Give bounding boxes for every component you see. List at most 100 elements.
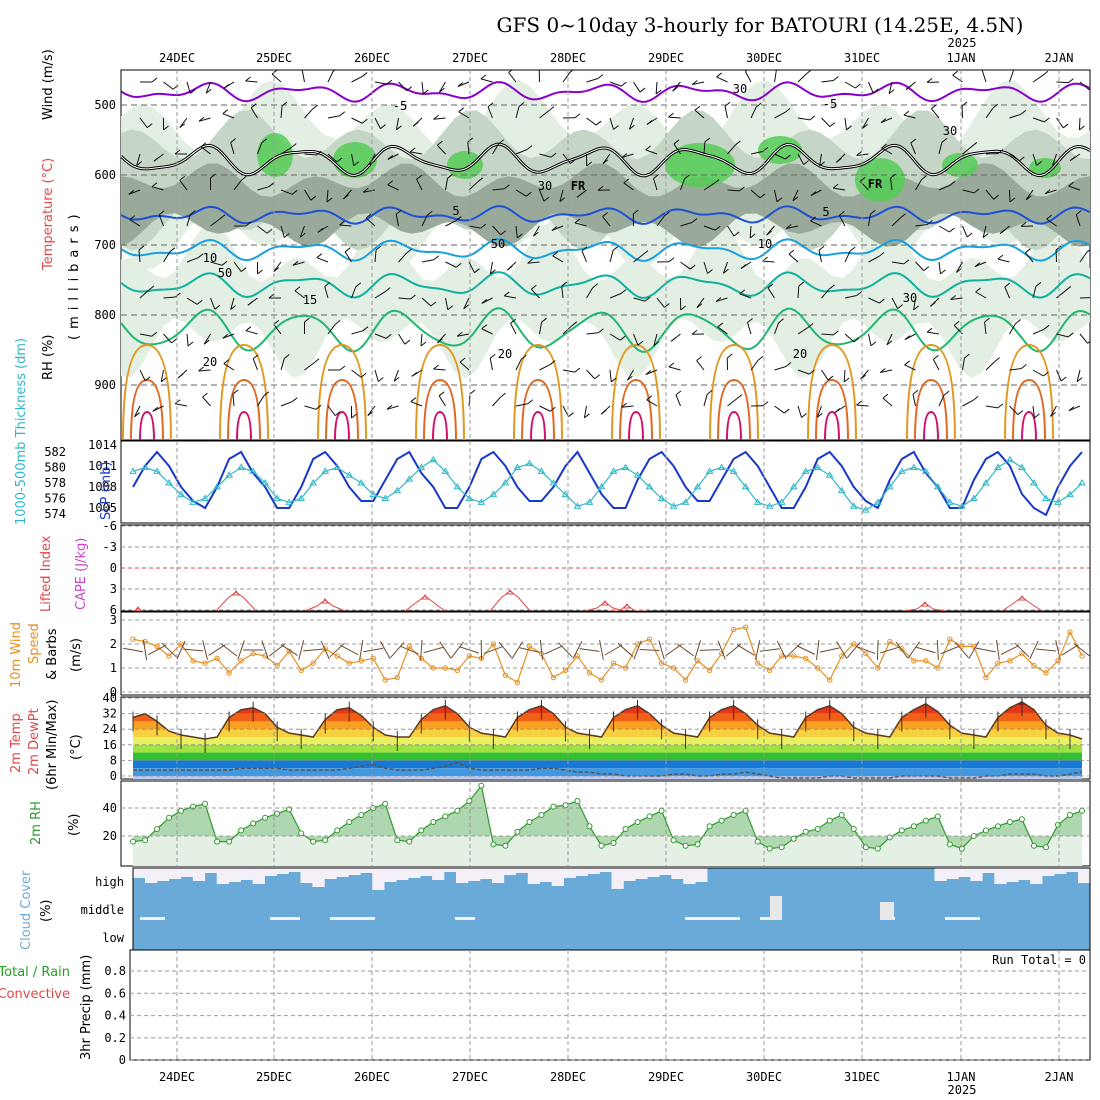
upper-barb-7-2 [304, 153, 317, 156]
upper-barb-flag-7-1 [312, 104, 318, 110]
wind10-barb-66 [916, 646, 936, 654]
upper-barb-9-6 [351, 286, 357, 299]
wind10-barb-45 [665, 643, 683, 657]
upper-barb-34-1 [931, 108, 940, 119]
contour-label-0: -5 [393, 99, 407, 113]
upper-barb-flag-6-3 [291, 189, 298, 195]
wind-tick-1: 1 [110, 661, 117, 675]
upper-barb-38-0 [1032, 74, 1044, 83]
rh2m-unit: (%) [67, 814, 82, 837]
upper-barb-flag-0-0 [151, 77, 158, 83]
upper-barb-flag-0-3 [128, 189, 135, 195]
warm-loop-6-2 [726, 410, 742, 440]
upper-barb-flag-21-4 [632, 209, 639, 215]
upper-barb-38-9 [1032, 405, 1035, 418]
rh2m-marker-38 [586, 823, 593, 830]
upper-barb-flag-18-7 [571, 321, 578, 327]
warm-loop-7-2 [824, 410, 840, 440]
upper-barb-29-5 [818, 250, 822, 263]
contour-label-13: 30 [538, 179, 552, 193]
upper-barb-flag-0-6 [148, 285, 155, 291]
upper-barb-12-3 [416, 179, 423, 191]
upper-barb-flag-40-6 [1092, 294, 1097, 298]
upper-barb-8-6 [324, 286, 329, 299]
upper-barb-flag-26-6 [739, 289, 746, 295]
wind10-barb-20 [363, 647, 384, 653]
wind10-marker-71 [983, 674, 989, 681]
upper-barb-flag-34-2 [941, 137, 948, 143]
upper-barb-20-2 [602, 153, 611, 165]
wind10-marker-63 [887, 638, 893, 645]
rh2m-marker-12 [274, 810, 281, 817]
upper-barb-23-5 [680, 261, 691, 270]
wind10m-label-3: & Barbs [45, 628, 60, 680]
wind10-barb-47 [694, 640, 701, 660]
upper-barb-flag-3-4 [219, 214, 226, 220]
upper-barb-0-5 [138, 250, 141, 263]
temp-tick-40: 40 [103, 691, 117, 705]
thickness-marker-21 [381, 494, 390, 501]
upper-barb-flag-35-8 [964, 353, 970, 359]
upper-barb-flag-18-6 [561, 281, 568, 287]
upper-barb-28-6 [797, 285, 800, 299]
upper-barb-flag-20-4 [602, 212, 608, 217]
warm-loop-1-0 [219, 343, 269, 440]
precip-tick-1: 0.6 [104, 986, 126, 1000]
cloud-high-gap-36 [563, 868, 576, 878]
wind10-barb-46 [677, 643, 694, 657]
upper-barb-13-1 [433, 117, 446, 120]
upper-barb-flag-7-2 [316, 150, 322, 156]
thickness-marker-60 [849, 502, 858, 509]
rh2m-marker-9 [238, 827, 245, 834]
contour-label-7: 20 [203, 355, 217, 369]
wind10-barb-65 [907, 641, 920, 659]
upper-barb-2-5 [186, 257, 199, 263]
upper-barb-flag-29-8 [827, 375, 834, 381]
upper-barb-17-3 [539, 189, 545, 202]
top-date-1: 25DEC [256, 51, 292, 65]
temp-band-9 [133, 768, 1082, 776]
upper-barb-10-3 [363, 189, 376, 193]
wind10-barb-28 [459, 646, 480, 654]
upper-barb-flag-22-7 [653, 341, 660, 346]
rh2m-marker-31 [502, 842, 509, 849]
wind10-barb-44 [658, 640, 665, 660]
upper-barb-12-7 [420, 333, 423, 346]
rh2m-marker-76 [1042, 844, 1049, 851]
temp-tick-16: 16 [103, 738, 117, 752]
upper-barb-20-5 [609, 250, 614, 263]
wind10-barb-36 [558, 642, 573, 658]
upper-barb-flag-19-0 [597, 74, 604, 79]
temp-band-5 [133, 737, 1082, 745]
upper-barb-3-4 [210, 218, 221, 227]
cloud-high-gap-4 [180, 868, 194, 877]
upper-barb-flag-29-1 [829, 122, 836, 128]
upper-barb-8-0 [327, 70, 334, 83]
cloud-mid-gap-2 [330, 917, 375, 920]
upper-barb-flag-4-1 [222, 109, 229, 115]
wind10-marker-7 [214, 655, 220, 662]
rh2m-marker-22 [394, 837, 401, 844]
thickness-marker-37 [573, 502, 582, 509]
upper-barb-10-4 [365, 217, 376, 227]
thickness-marker-35 [549, 479, 558, 486]
upper-barb-flag-31-1 [862, 124, 868, 129]
upper-barb-35-5 [956, 261, 963, 273]
upper-barb-flag-11-4 [395, 209, 402, 215]
precip-tick-2: 0.4 [104, 1009, 126, 1023]
wind10-barb-8 [220, 643, 238, 657]
thickness-marker-4 [177, 490, 185, 498]
thick-tick-580: 580 [44, 461, 66, 475]
cloud-high-gap-9 [240, 868, 253, 880]
rh2m-marker-69 [958, 845, 965, 852]
upper-barb-flag-9-8 [360, 372, 367, 378]
thickness-marker-76 [1042, 494, 1050, 501]
upper-barb-flag-37-8 [1021, 364, 1027, 369]
upper-barb-17-4 [532, 225, 540, 237]
cloud-high-gap-17 [336, 868, 349, 877]
upper-barb-28-2 [797, 153, 805, 165]
thickness-marker-44 [657, 494, 666, 501]
upper-barb-6-8 [280, 358, 285, 371]
warm-loop-5-0 [611, 343, 661, 440]
